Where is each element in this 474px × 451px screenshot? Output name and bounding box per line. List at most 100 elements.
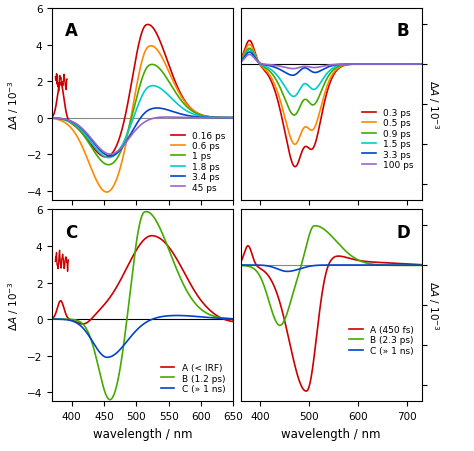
0.9 ps <box>246 46 252 52</box>
3.3 ps <box>337 63 343 68</box>
0.3 ps <box>292 165 298 170</box>
A (450 fs) <box>299 384 305 390</box>
100 ps <box>262 62 268 68</box>
0.9 ps <box>262 65 268 71</box>
C (» 1 ns) <box>174 313 180 318</box>
3.3 ps <box>333 63 339 69</box>
1 ps <box>230 115 236 121</box>
B (1.2 ps) <box>144 209 149 215</box>
0.5 ps <box>419 62 425 68</box>
A (450 fs) <box>268 278 274 283</box>
100 ps <box>337 62 343 68</box>
B (2.3 ps) <box>262 285 267 290</box>
Line: 1.8 ps: 1.8 ps <box>52 87 233 158</box>
B (2.3 ps) <box>238 263 244 268</box>
45 ps <box>191 115 197 121</box>
C (» 1 ns) <box>284 269 290 275</box>
C (» 1 ns) <box>68 318 73 323</box>
Line: 3.4 ps: 3.4 ps <box>52 109 233 156</box>
0.6 ps <box>194 111 200 116</box>
0.5 ps <box>333 68 339 73</box>
1.8 ps <box>49 116 55 121</box>
1.8 ps <box>150 84 156 89</box>
3.4 ps <box>123 141 128 146</box>
3.4 ps <box>107 154 113 159</box>
0.6 ps <box>104 190 109 195</box>
0.9 ps <box>317 93 322 99</box>
B (2.3 ps) <box>333 239 339 244</box>
C (» 1 ns) <box>394 263 400 268</box>
C (» 1 ns) <box>129 332 135 338</box>
3.3 ps <box>246 50 252 55</box>
A (< IRF) <box>80 322 85 327</box>
45 ps <box>108 152 113 157</box>
0.6 ps <box>230 115 236 121</box>
X-axis label: wavelength / nm: wavelength / nm <box>93 427 192 440</box>
3.4 ps <box>194 115 200 120</box>
3.4 ps <box>154 106 160 111</box>
45 ps <box>164 115 169 120</box>
1.5 ps <box>262 64 268 70</box>
0.6 ps <box>123 143 128 149</box>
Line: 1 ps: 1 ps <box>52 65 233 166</box>
Text: C: C <box>65 223 77 241</box>
A (450 fs) <box>419 262 425 268</box>
B (2.3 ps) <box>312 224 318 229</box>
C (» 1 ns) <box>268 264 274 270</box>
Line: C (» 1 ns): C (» 1 ns) <box>241 266 422 272</box>
1 ps <box>123 137 128 142</box>
3.4 ps <box>68 119 73 124</box>
0.16 ps <box>230 115 236 121</box>
1 ps <box>68 120 73 126</box>
Line: 0.16 ps: 0.16 ps <box>52 25 233 157</box>
C (» 1 ns) <box>123 341 128 346</box>
1.5 ps <box>317 83 322 88</box>
1.8 ps <box>194 113 200 119</box>
Legend: 0.16 ps, 0.6 ps, 1 ps, 1.8 ps, 3.4 ps, 45 ps: 0.16 ps, 0.6 ps, 1 ps, 1.8 ps, 3.4 ps, 4… <box>171 131 225 192</box>
100 ps <box>238 61 244 67</box>
Line: 45 ps: 45 ps <box>52 118 233 155</box>
C (» 1 ns) <box>317 263 322 268</box>
0.6 ps <box>148 44 154 49</box>
1.5 ps <box>337 63 343 69</box>
45 ps <box>68 119 73 124</box>
C (» 1 ns) <box>230 317 236 322</box>
100 ps <box>246 53 252 58</box>
1.8 ps <box>129 120 135 125</box>
C (» 1 ns) <box>104 355 110 360</box>
B (2.3 ps) <box>277 323 283 328</box>
0.6 ps <box>68 125 73 131</box>
Line: 0.6 ps: 0.6 ps <box>52 46 233 193</box>
Line: A (450 fs): A (450 fs) <box>241 246 422 391</box>
3.4 ps <box>129 129 135 135</box>
A (< IRF) <box>174 257 180 262</box>
C (» 1 ns) <box>191 314 197 319</box>
0.3 ps <box>238 60 244 65</box>
B (1.2 ps) <box>194 303 200 308</box>
100 ps <box>290 67 296 72</box>
0.16 ps <box>191 109 197 114</box>
0.16 ps <box>174 84 180 89</box>
Line: B (2.3 ps): B (2.3 ps) <box>241 226 422 326</box>
A (< IRF) <box>230 318 236 324</box>
A (450 fs) <box>303 388 309 394</box>
C (» 1 ns) <box>49 317 55 322</box>
A (450 fs) <box>262 269 268 275</box>
A (< IRF) <box>191 287 197 293</box>
C (» 1 ns) <box>262 263 267 269</box>
0.9 ps <box>419 62 425 68</box>
Y-axis label: $\Delta A\ /\ 10^{-3}$: $\Delta A\ /\ 10^{-3}$ <box>426 80 441 129</box>
Line: 0.3 ps: 0.3 ps <box>241 41 422 167</box>
45 ps <box>174 115 180 121</box>
1 ps <box>106 163 111 168</box>
1.5 ps <box>333 64 339 70</box>
0.5 ps <box>268 76 274 81</box>
Y-axis label: $\Delta A\ /\ 10^{-3}$: $\Delta A\ /\ 10^{-3}$ <box>7 80 21 129</box>
1.8 ps <box>174 101 180 107</box>
1.5 ps <box>299 84 305 89</box>
Line: 0.9 ps: 0.9 ps <box>241 49 422 116</box>
B (1.2 ps) <box>191 299 197 305</box>
B (2.3 ps) <box>299 261 305 266</box>
0.5 ps <box>299 129 305 134</box>
1 ps <box>191 110 197 115</box>
